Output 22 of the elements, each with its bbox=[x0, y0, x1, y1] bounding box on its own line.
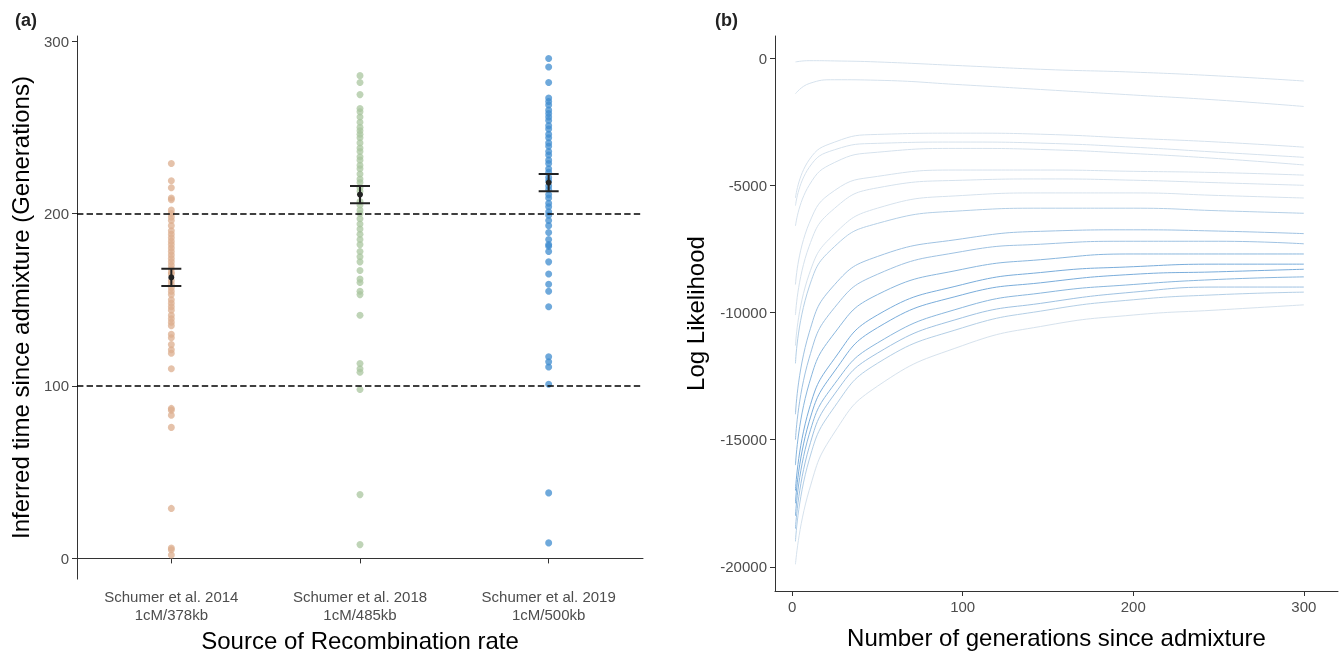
y-tick-label: 300 bbox=[43, 32, 69, 50]
y-tick-label: 100 bbox=[43, 377, 69, 395]
y-tick-label: -5000 bbox=[728, 176, 767, 194]
chart-title: (a) bbox=[15, 10, 37, 30]
y-axis-title: Inferred time since admixture (Generations) bbox=[6, 76, 34, 539]
x-tick-label: Schumer et al. 2019 1cM/500kb bbox=[481, 587, 616, 623]
x-axis-title: Source of Recombination rate bbox=[201, 626, 519, 654]
y-tick-label: -10000 bbox=[720, 303, 767, 321]
y-tick-label: -15000 bbox=[720, 431, 767, 449]
y-axis-title: Log Likelihood bbox=[681, 236, 709, 391]
x-tick-label: 300 bbox=[1291, 598, 1317, 615]
x-tick-label: Schumer et al. 2018 1cM/485kb bbox=[292, 587, 428, 623]
y-tick-label: -20000 bbox=[720, 558, 767, 576]
y-tick-label: 200 bbox=[43, 205, 69, 223]
x-tick-label: 0 bbox=[787, 598, 797, 615]
x-tick-label: 100 bbox=[950, 598, 976, 615]
y-tick-label: 0 bbox=[60, 549, 69, 567]
x-tick-label: Schumer et al. 2014 1cM/378kb bbox=[104, 587, 239, 623]
chart-title: (b) bbox=[715, 10, 738, 30]
x-axis-title: Number of generations since admixture bbox=[847, 623, 1266, 651]
x-tick-label: 200 bbox=[1120, 598, 1146, 615]
y-tick-label: 0 bbox=[758, 49, 767, 67]
